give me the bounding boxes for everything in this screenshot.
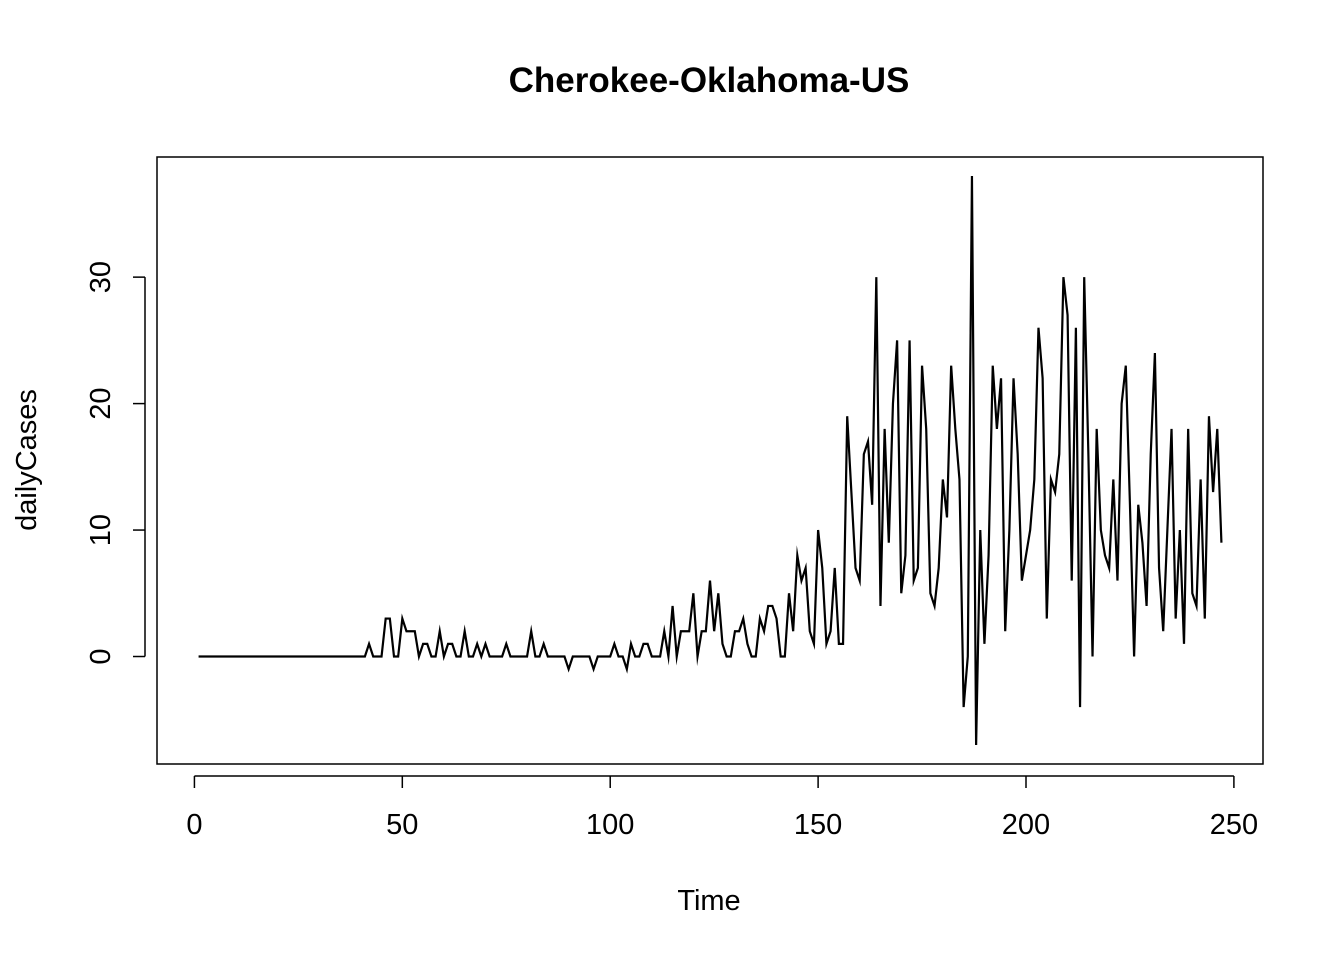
y-tick-label: 20 bbox=[85, 387, 117, 419]
x-tick-label: 0 bbox=[186, 809, 202, 841]
y-tick-label: 10 bbox=[85, 514, 117, 546]
chart-title: Cherokee-Oklahoma-US bbox=[509, 61, 910, 100]
x-tick-label: 200 bbox=[1002, 809, 1050, 841]
plot-frame bbox=[156, 156, 1264, 765]
series-group bbox=[198, 175, 1223, 746]
y-tick-label: 0 bbox=[85, 648, 117, 664]
y-axis-title: dailyCases bbox=[11, 389, 43, 531]
y-axis: 0 10 20 30 bbox=[85, 261, 146, 665]
x-axis: 0 50 100 150 200 250 bbox=[186, 775, 1258, 841]
x-tick-label: 250 bbox=[1210, 809, 1258, 841]
x-tick-label: 150 bbox=[794, 809, 842, 841]
x-axis-title: Time bbox=[677, 885, 740, 917]
series-line bbox=[198, 175, 1223, 746]
x-tick-label: 50 bbox=[386, 809, 418, 841]
x-tick-label: 100 bbox=[586, 809, 634, 841]
y-tick-label: 30 bbox=[85, 261, 117, 293]
